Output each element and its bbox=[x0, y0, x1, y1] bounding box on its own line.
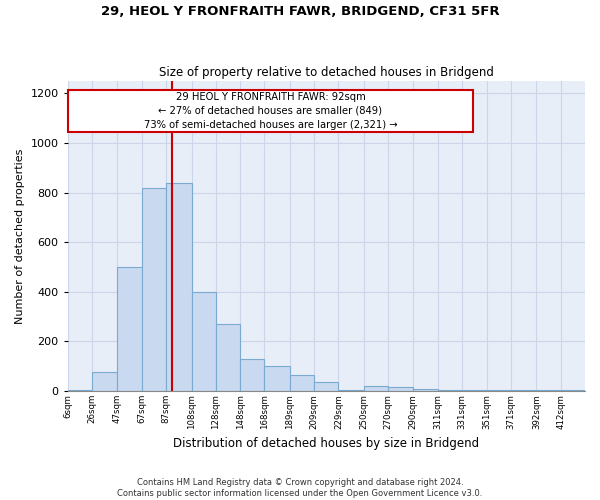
Bar bbox=[290, 375, 314, 391]
Bar bbox=[240, 359, 265, 391]
Bar bbox=[536, 390, 561, 391]
Bar bbox=[511, 390, 536, 391]
Text: 29, HEOL Y FRONFRAITH FAWR, BRIDGEND, CF31 5FR: 29, HEOL Y FRONFRAITH FAWR, BRIDGEND, CF… bbox=[101, 5, 499, 18]
Bar bbox=[487, 390, 511, 391]
Bar bbox=[142, 188, 166, 391]
Bar bbox=[388, 388, 413, 391]
Bar bbox=[463, 390, 487, 391]
Y-axis label: Number of detached properties: Number of detached properties bbox=[15, 148, 25, 324]
Bar bbox=[314, 382, 338, 391]
Bar bbox=[191, 292, 216, 391]
Text: 29 HEOL Y FRONFRAITH FAWR: 92sqm: 29 HEOL Y FRONFRAITH FAWR: 92sqm bbox=[176, 92, 365, 102]
Bar bbox=[338, 390, 364, 391]
Bar bbox=[561, 390, 585, 391]
Bar bbox=[413, 388, 438, 391]
Bar bbox=[68, 90, 473, 132]
Text: Contains HM Land Registry data © Crown copyright and database right 2024.
Contai: Contains HM Land Registry data © Crown c… bbox=[118, 478, 482, 498]
Bar bbox=[216, 324, 240, 391]
Bar bbox=[92, 372, 118, 391]
Text: 73% of semi-detached houses are larger (2,321) →: 73% of semi-detached houses are larger (… bbox=[143, 120, 397, 130]
Bar bbox=[364, 386, 388, 391]
Title: Size of property relative to detached houses in Bridgend: Size of property relative to detached ho… bbox=[159, 66, 494, 78]
Bar bbox=[438, 390, 463, 391]
Text: ← 27% of detached houses are smaller (849): ← 27% of detached houses are smaller (84… bbox=[158, 106, 382, 116]
Bar bbox=[166, 182, 191, 391]
Bar bbox=[118, 267, 142, 391]
X-axis label: Distribution of detached houses by size in Bridgend: Distribution of detached houses by size … bbox=[173, 437, 479, 450]
Bar bbox=[68, 390, 92, 391]
Bar bbox=[265, 366, 290, 391]
